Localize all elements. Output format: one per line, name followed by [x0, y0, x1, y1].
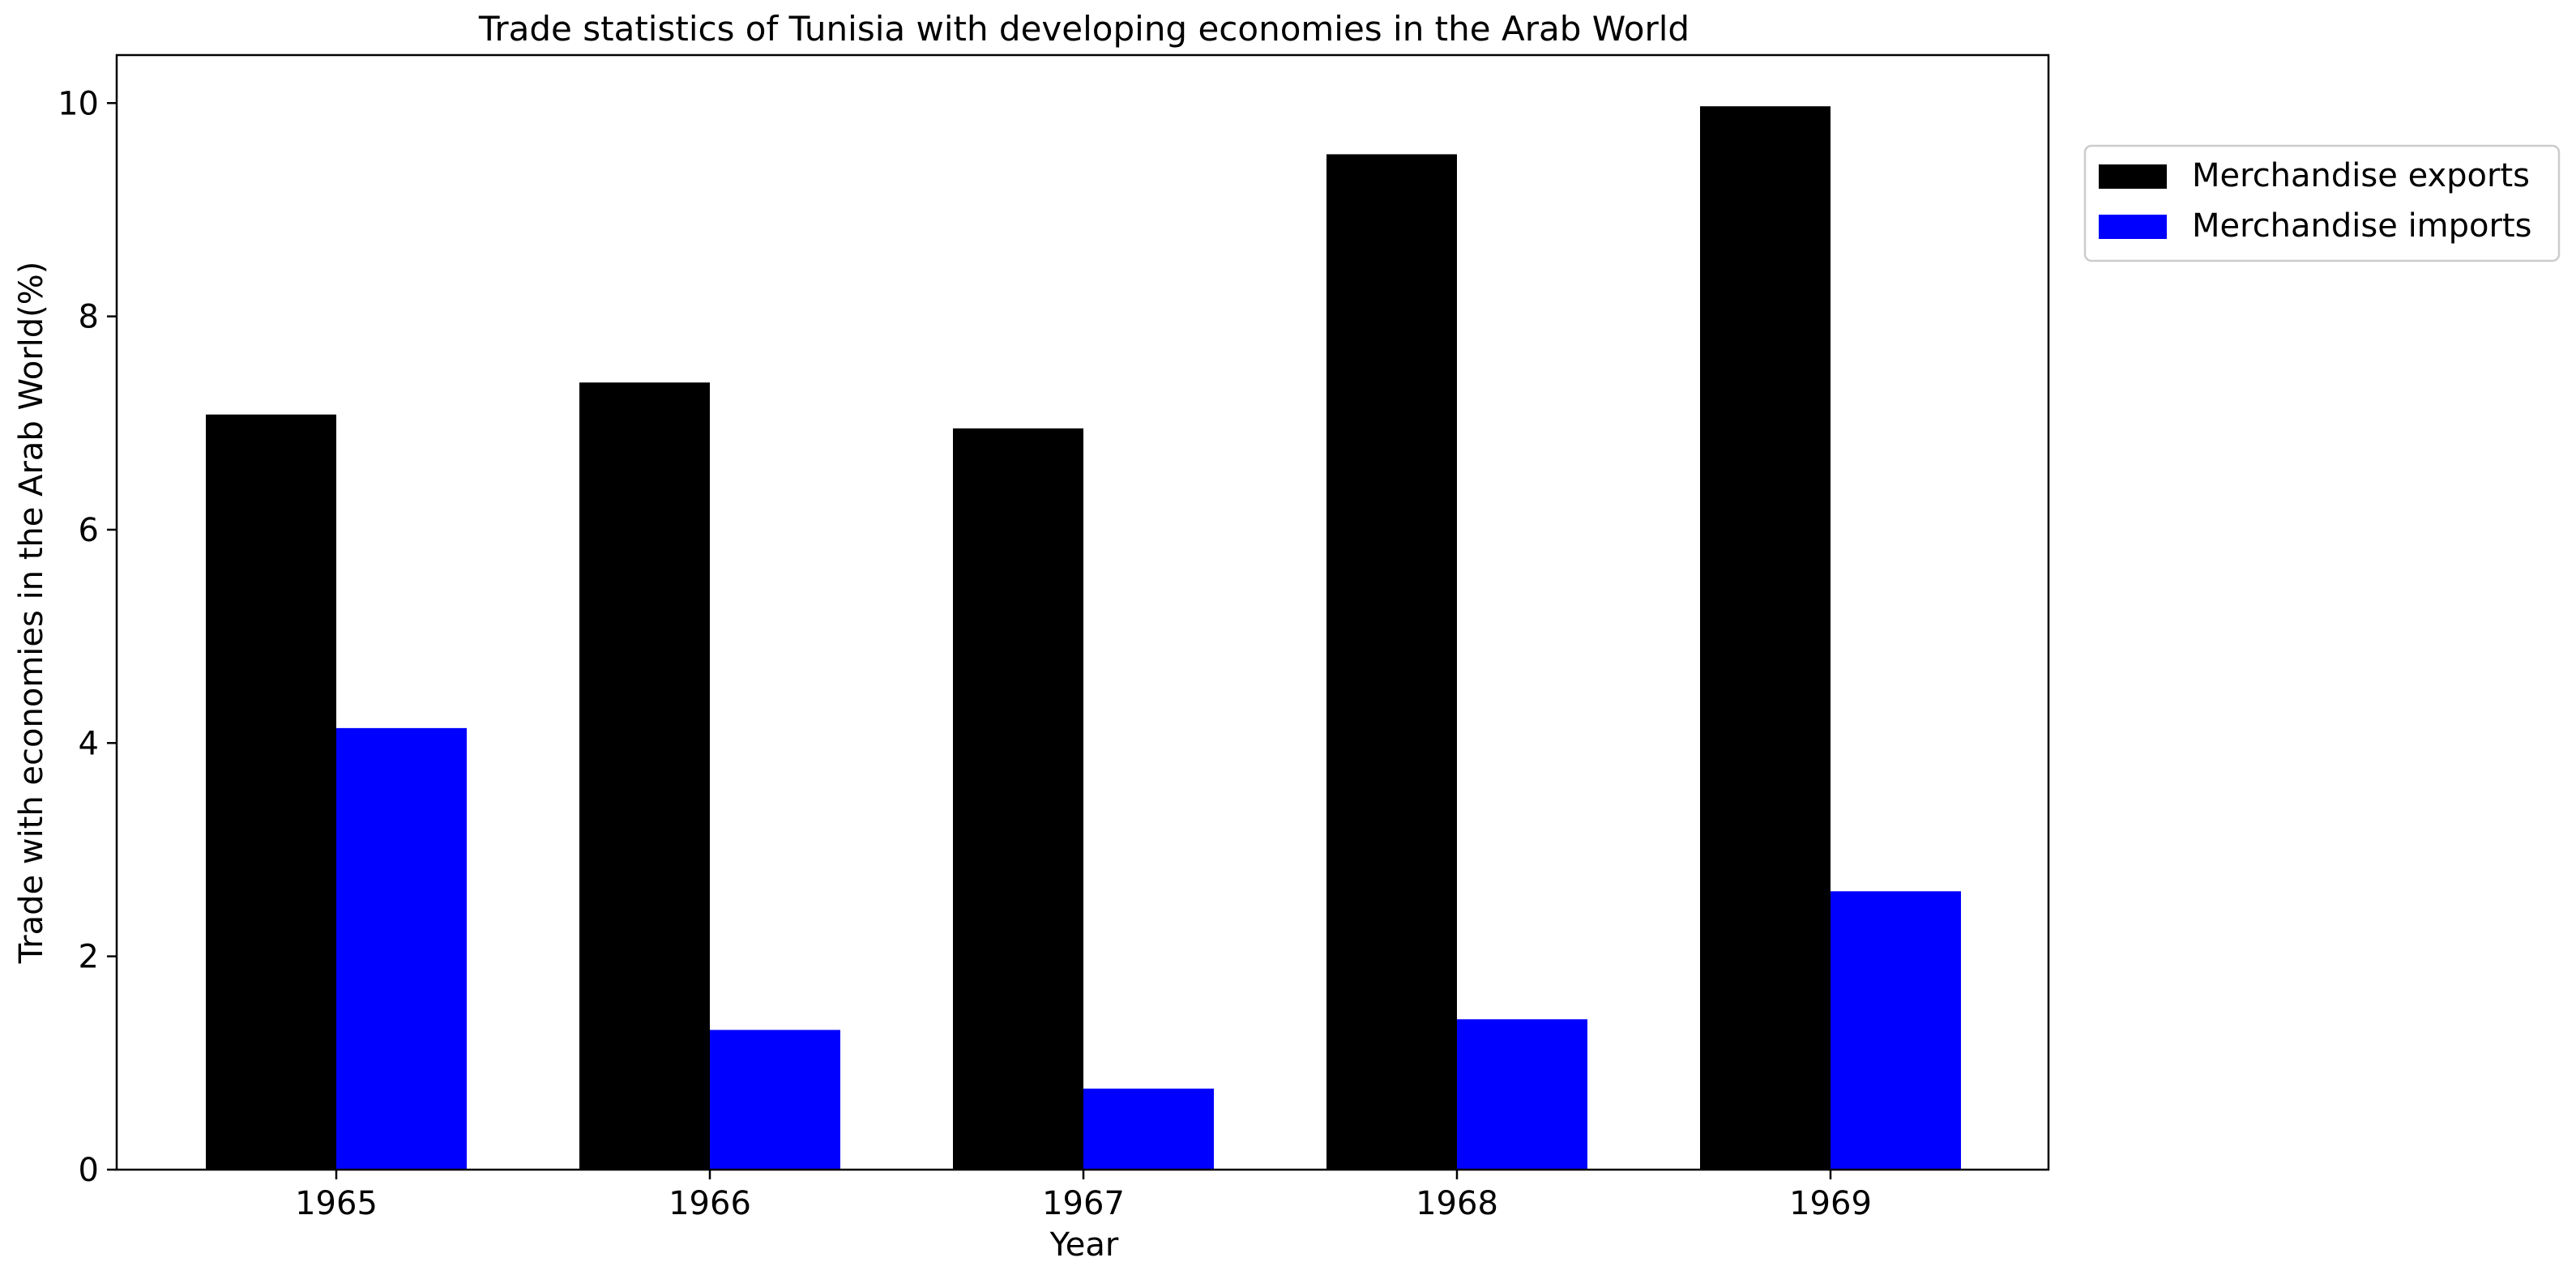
x-tick-label: 1969 [1789, 1185, 1872, 1222]
bar-exports-1965 [206, 414, 336, 1170]
legend-swatch-exports [2099, 164, 2167, 189]
bar-exports-1967 [953, 428, 1083, 1170]
bar-exports-1968 [1326, 154, 1457, 1170]
legend-frame [2083, 144, 2561, 262]
bar-exports-1966 [579, 382, 710, 1170]
chart-title: Trade statistics of Tunisia with develop… [478, 9, 1690, 49]
y-tick-label: 6 [79, 512, 99, 549]
bar-imports-1966 [710, 1030, 840, 1170]
x-axis-ticks: 1965 1966 1967 1968 1969 [295, 1170, 1872, 1222]
bar-imports-1965 [336, 727, 467, 1170]
x-tick-label: 1967 [1042, 1185, 1125, 1222]
bar-exports-1969 [1700, 106, 1831, 1170]
bar-imports-1969 [1831, 891, 1961, 1170]
legend: Merchandise exports Merchandise imports [2083, 144, 2561, 262]
x-tick-label: 1968 [1416, 1185, 1498, 1222]
legend-swatch-imports [2099, 215, 2167, 239]
y-tick-label: 8 [79, 299, 99, 336]
bar-imports-1968 [1457, 1019, 1587, 1170]
legend-items: Merchandise exports Merchandise imports [2099, 157, 2531, 245]
bars-group [206, 106, 1961, 1170]
y-tick-label: 0 [79, 1152, 99, 1189]
x-tick-label: 1966 [669, 1185, 751, 1222]
x-axis-label: Year [1049, 1226, 1119, 1264]
y-axis-ticks: 0 2 4 6 8 10 [58, 85, 117, 1189]
x-tick-label: 1965 [295, 1185, 378, 1222]
plot-area-frame [115, 53, 2050, 1171]
y-tick-label: 10 [58, 85, 99, 122]
y-axis-label: Trade with economies in the Arab World(%… [13, 262, 50, 965]
bar-imports-1967 [1083, 1088, 1214, 1170]
legend-label-imports: Merchandise imports [2192, 207, 2531, 245]
legend-label-exports: Merchandise exports [2192, 157, 2530, 194]
y-tick-label: 2 [79, 939, 99, 976]
y-tick-label: 4 [79, 725, 99, 762]
